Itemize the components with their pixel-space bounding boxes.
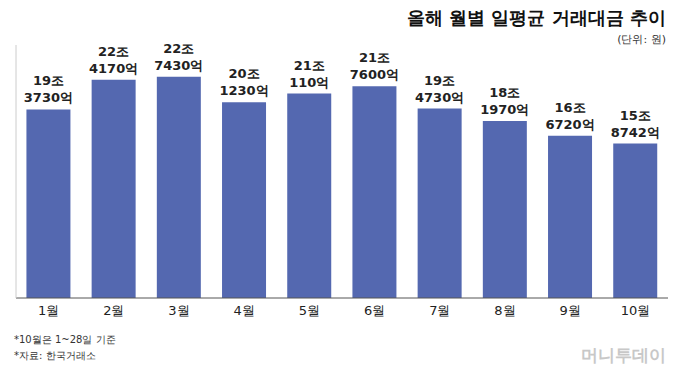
svg-text:1970억: 1970억 bbox=[480, 102, 529, 117]
html-text:*자료: 한국거래소: *자료: 한국거래소 bbox=[14, 350, 96, 361]
svg-text:10월: 10월 bbox=[621, 303, 651, 318]
svg-text:7430억: 7430억 bbox=[154, 58, 203, 73]
svg-text:110억: 110억 bbox=[289, 75, 329, 90]
html-text:*10월은 1~28일 기준: *10월은 1~28일 기준 bbox=[14, 334, 116, 345]
svg-text:21조: 21조 bbox=[294, 58, 325, 73]
svg-text:2월: 2월 bbox=[103, 303, 124, 318]
svg-text:4170억: 4170억 bbox=[89, 61, 138, 76]
svg-text:4월: 4월 bbox=[234, 303, 255, 318]
svg-text:5월: 5월 bbox=[299, 303, 320, 318]
svg-text:4730억: 4730억 bbox=[415, 90, 464, 105]
svg-text:20조: 20조 bbox=[228, 66, 259, 81]
html-text:올해 월별 일평균 거래대금 추이: 올해 월별 일평균 거래대금 추이 bbox=[406, 7, 666, 28]
svg-text:8월: 8월 bbox=[494, 303, 515, 318]
svg-text:3730억: 3730억 bbox=[24, 90, 73, 105]
svg-text:6720억: 6720억 bbox=[545, 117, 594, 132]
svg-text:22조: 22조 bbox=[163, 41, 194, 56]
svg-text:1월: 1월 bbox=[38, 303, 59, 318]
svg-text:21조: 21조 bbox=[359, 50, 390, 65]
html-text:(단위: 원): (단위: 원) bbox=[617, 33, 666, 46]
svg-text:19조: 19조 bbox=[424, 73, 455, 88]
svg-text:22조: 22조 bbox=[98, 44, 129, 59]
svg-text:3월: 3월 bbox=[168, 303, 189, 318]
html-text:머니투데이: 머니투데이 bbox=[581, 345, 666, 365]
svg-text:8742억: 8742억 bbox=[611, 125, 660, 140]
svg-text:16조: 16조 bbox=[554, 100, 585, 115]
svg-text:1230억: 1230억 bbox=[219, 83, 268, 98]
svg-text:15조: 15조 bbox=[620, 108, 651, 123]
svg-text:18조: 18조 bbox=[489, 85, 520, 100]
svg-text:7600억: 7600억 bbox=[350, 67, 399, 82]
svg-text:7월: 7월 bbox=[429, 303, 450, 318]
svg-text:19조: 19조 bbox=[33, 73, 64, 88]
svg-text:6월: 6월 bbox=[364, 303, 385, 318]
svg-text:9월: 9월 bbox=[560, 303, 581, 318]
